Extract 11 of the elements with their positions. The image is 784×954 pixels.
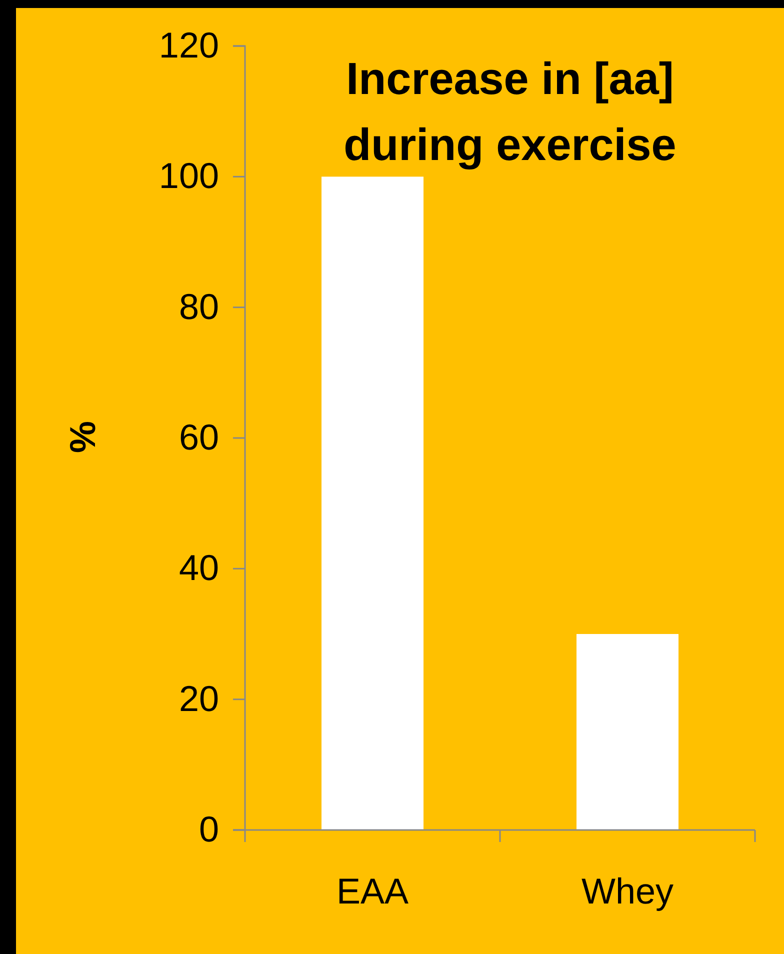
y-tick-label: 60 <box>178 416 219 458</box>
y-tick-label: 0 <box>198 808 219 850</box>
y-tick-label: 20 <box>178 678 219 719</box>
x-tick-label: Whey <box>581 870 674 912</box>
y-tick-label: 40 <box>178 547 219 588</box>
y-tick-label: 120 <box>158 24 219 66</box>
text: Increase in [aa] during exercise <box>344 53 676 170</box>
y-tick-label: 100 <box>158 155 219 196</box>
x-tick-label: EAA <box>336 870 409 912</box>
y-axis-title: % <box>62 420 103 454</box>
y-tick-label: 80 <box>178 286 219 327</box>
